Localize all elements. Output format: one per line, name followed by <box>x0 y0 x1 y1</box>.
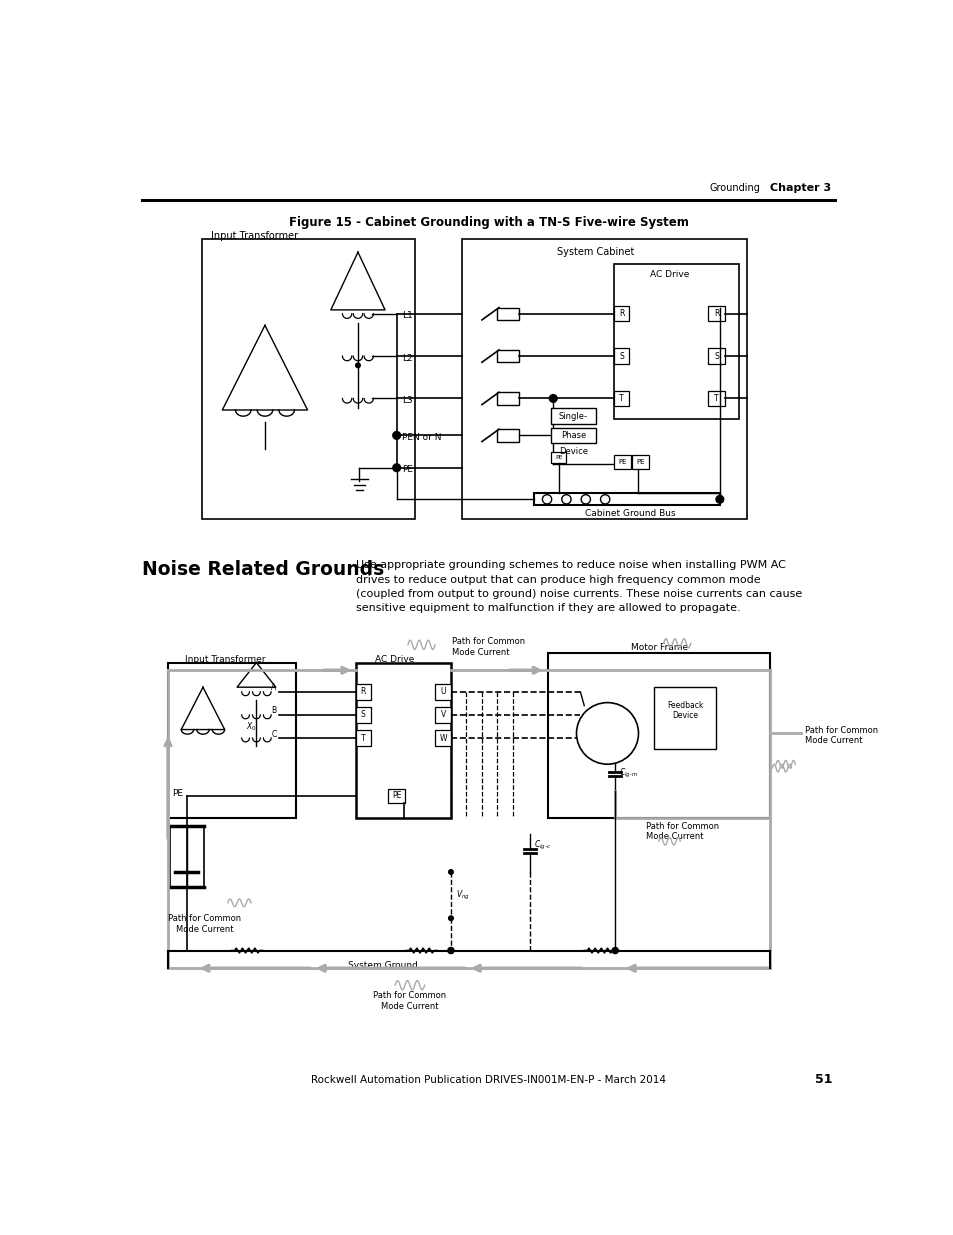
Circle shape <box>393 464 400 472</box>
Text: AC Drive: AC Drive <box>375 655 414 664</box>
Text: Grounding: Grounding <box>709 183 760 193</box>
Bar <box>707 348 724 364</box>
Text: $C_{lg\text{-}c}$: $C_{lg\text{-}c}$ <box>534 839 550 852</box>
Text: W: W <box>439 734 447 742</box>
Circle shape <box>448 916 453 920</box>
Text: Rockwell Automation Publication DRIVES-IN001M-EN-P - March 2014: Rockwell Automation Publication DRIVES-I… <box>311 1074 666 1084</box>
Text: Device: Device <box>558 447 587 456</box>
Text: Chapter 3: Chapter 3 <box>769 183 830 193</box>
Text: Path for Common
Mode Current: Path for Common Mode Current <box>168 914 241 934</box>
Circle shape <box>549 395 557 403</box>
Text: Path for Common
Mode Current: Path for Common Mode Current <box>645 823 719 841</box>
Bar <box>355 684 371 699</box>
Bar <box>355 708 371 722</box>
Text: Motor: Motor <box>594 729 619 737</box>
Bar <box>613 454 630 468</box>
Text: PEN or N: PEN or N <box>402 433 441 442</box>
Text: Path for Common
Mode Current: Path for Common Mode Current <box>373 992 446 1010</box>
Text: Noise Related Grounds: Noise Related Grounds <box>142 561 384 579</box>
Bar <box>613 306 629 321</box>
Circle shape <box>576 703 638 764</box>
Text: S: S <box>618 352 623 361</box>
Text: Input Transformer: Input Transformer <box>211 231 297 241</box>
Bar <box>435 730 451 746</box>
Circle shape <box>580 495 590 504</box>
Circle shape <box>393 431 400 440</box>
Circle shape <box>561 495 571 504</box>
Text: System Cabinet: System Cabinet <box>557 247 634 257</box>
Text: Single-: Single- <box>558 411 587 421</box>
Text: Input Transformer: Input Transformer <box>185 655 265 664</box>
Text: Path for Common
Mode Current: Path for Common Mode Current <box>804 726 878 745</box>
Bar <box>632 454 649 468</box>
Text: PE: PE <box>636 458 644 464</box>
Circle shape <box>542 495 551 504</box>
Text: $V_{ng}$: $V_{ng}$ <box>456 888 470 902</box>
Text: Path for Common
Mode Current: Path for Common Mode Current <box>452 637 525 657</box>
Text: B: B <box>271 705 276 715</box>
Text: PE: PE <box>392 792 401 800</box>
Text: Cabinet Ground Bus: Cabinet Ground Bus <box>585 509 676 517</box>
Text: PE: PE <box>618 458 626 464</box>
Text: R: R <box>714 309 719 319</box>
Bar <box>355 662 451 818</box>
Text: System Ground: System Ground <box>348 961 417 971</box>
Text: Phase: Phase <box>560 431 585 440</box>
Bar <box>388 789 405 803</box>
Text: $X_0$: $X_0$ <box>246 721 256 734</box>
Circle shape <box>355 363 360 368</box>
Bar <box>550 452 566 463</box>
Bar <box>168 662 295 818</box>
Bar <box>355 730 371 746</box>
Circle shape <box>612 947 618 953</box>
Text: $C_{lg\text{-}m}$: $C_{lg\text{-}m}$ <box>618 767 638 781</box>
Bar <box>461 240 746 520</box>
Text: PE: PE <box>555 456 562 461</box>
Bar <box>202 240 415 520</box>
Bar <box>547 652 769 818</box>
Text: R: R <box>618 309 623 319</box>
Text: S: S <box>714 352 719 361</box>
Bar <box>497 430 518 442</box>
Text: C: C <box>271 730 276 740</box>
Text: V: V <box>440 710 445 720</box>
Text: PE: PE <box>172 789 183 798</box>
Text: U: U <box>440 688 445 697</box>
Bar <box>497 393 518 405</box>
Text: T: T <box>618 394 623 403</box>
Text: 51: 51 <box>814 1073 831 1087</box>
Bar <box>613 348 629 364</box>
Bar <box>497 308 518 320</box>
Bar <box>435 684 451 699</box>
Bar <box>534 493 720 505</box>
Bar <box>435 708 451 722</box>
Text: AC Drive: AC Drive <box>649 270 689 279</box>
Text: L3: L3 <box>402 396 413 405</box>
Bar <box>707 390 724 406</box>
Bar <box>550 427 596 443</box>
Text: L2: L2 <box>402 353 413 363</box>
Circle shape <box>716 495 723 503</box>
Bar <box>497 350 518 362</box>
Text: PE: PE <box>402 466 413 474</box>
Bar <box>707 306 724 321</box>
Text: Motor Frame: Motor Frame <box>630 643 687 652</box>
Bar <box>613 390 629 406</box>
Bar <box>654 687 716 748</box>
Text: Figure 15 - Cabinet Grounding with a TN-S Five-wire System: Figure 15 - Cabinet Grounding with a TN-… <box>289 216 688 228</box>
Bar <box>613 264 739 419</box>
Circle shape <box>599 495 609 504</box>
Circle shape <box>447 947 454 953</box>
Text: T: T <box>714 394 719 403</box>
Text: T: T <box>360 734 365 742</box>
Text: S: S <box>360 710 365 720</box>
Text: A: A <box>271 683 276 692</box>
Circle shape <box>448 869 453 874</box>
Text: Use appropriate grounding schemes to reduce noise when installing PWM AC
drives : Use appropriate grounding schemes to red… <box>355 561 801 614</box>
Text: R: R <box>360 688 366 697</box>
Bar <box>550 409 596 424</box>
Text: Feedback
Device: Feedback Device <box>666 700 702 720</box>
Text: L1: L1 <box>402 311 413 320</box>
